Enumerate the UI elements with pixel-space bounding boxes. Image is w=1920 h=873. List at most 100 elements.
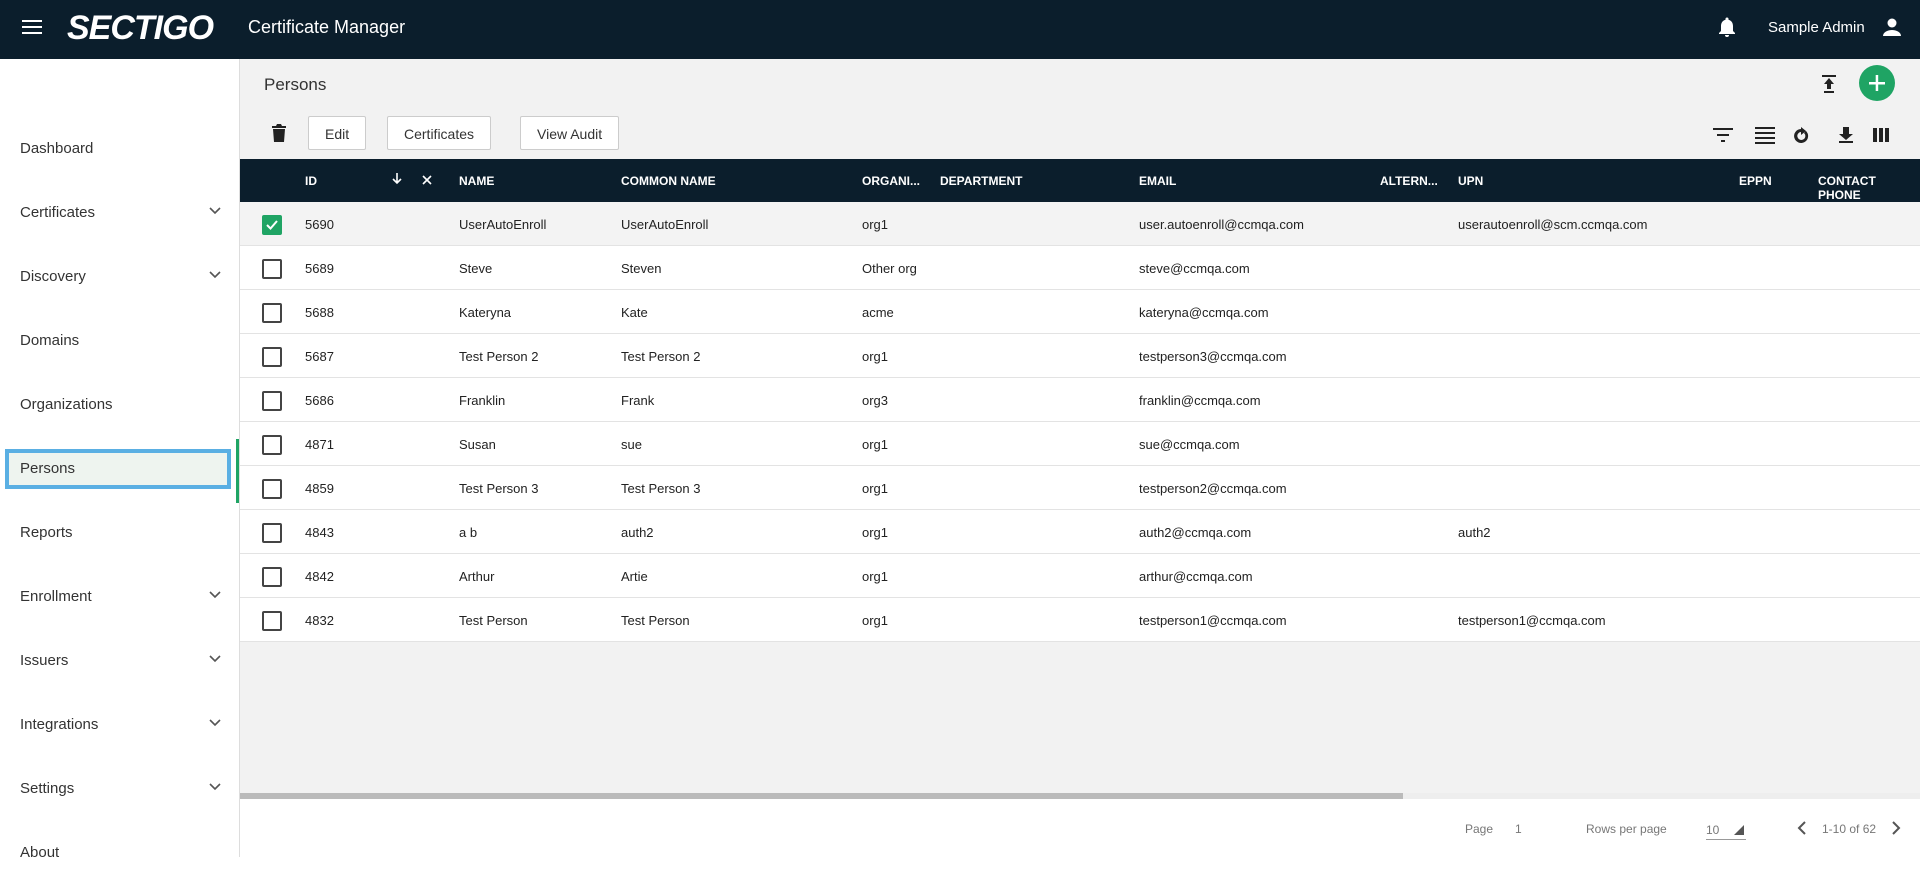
- table-cell: org1: [862, 481, 889, 496]
- column-header[interactable]: CONTACT PHONE: [1818, 174, 1876, 202]
- column-header[interactable]: UPN: [1458, 174, 1484, 188]
- table-cell: Test Person 3: [621, 481, 701, 496]
- scrollbar-track: [240, 793, 1920, 800]
- nav-item[interactable]: Discovery: [5, 257, 231, 297]
- row-checkbox[interactable]: [262, 259, 282, 279]
- table-cell: org1: [862, 569, 889, 584]
- table-cell: 4843: [305, 525, 334, 540]
- column-header[interactable]: ID: [305, 174, 317, 188]
- table-cell: steve@ccmqa.com: [1139, 261, 1250, 276]
- table-row[interactable]: 4842 Arthur Artie org1 arthur@ccmqa.com: [240, 554, 1920, 598]
- nav-item[interactable]: Enrollment: [5, 577, 231, 617]
- table-cell: franklin@ccmqa.com: [1139, 393, 1261, 408]
- delete-icon[interactable]: [272, 124, 286, 142]
- toolbar-button[interactable]: View Audit: [520, 116, 620, 150]
- nav-item[interactable]: About: [5, 833, 231, 873]
- table-cell: testperson1@ccmqa.com: [1139, 613, 1287, 628]
- user-name[interactable]: Sample Admin: [1768, 19, 1865, 36]
- table-row[interactable]: 5688 Kateryna Kate acme kateryna@ccmqa.com: [240, 290, 1920, 334]
- table-row[interactable]: 5689 Steve Steven Other org steve@ccmqa.com: [240, 246, 1920, 290]
- nav-label: Enrollment: [20, 588, 92, 605]
- table-row[interactable]: 4871 Susan sue org1 sue@ccmqa.com: [240, 422, 1920, 466]
- upload-icon[interactable]: [1821, 75, 1837, 93]
- nav-item[interactable]: Organizations: [5, 385, 231, 425]
- row-checkbox[interactable]: [262, 215, 282, 235]
- nav-label: Organizations: [20, 396, 113, 413]
- nav-item[interactable]: Certificates: [5, 193, 231, 233]
- row-checkbox[interactable]: [262, 303, 282, 323]
- sort-clear-icons[interactable]: [392, 172, 432, 188]
- table-cell: Steven: [621, 261, 662, 276]
- nav-label: Settings: [20, 780, 75, 797]
- column-header[interactable]: ORGANI...: [862, 174, 921, 188]
- table-cell: org1: [862, 525, 889, 540]
- nav-item[interactable]: Settings: [5, 769, 231, 809]
- table-cell: 4832: [305, 613, 334, 628]
- nav-label: Certificates: [20, 204, 96, 221]
- column-header[interactable]: EMAIL: [1139, 174, 1177, 188]
- page-number[interactable]: 1: [1515, 822, 1522, 836]
- table-row[interactable]: 4859 Test Person 3 Test Person 3 org1 testpe…: [240, 466, 1920, 510]
- menu-icon[interactable]: [22, 19, 42, 35]
- column-header[interactable]: ALTERN...: [1380, 174, 1438, 188]
- column-header[interactable]: NAME: [459, 174, 495, 188]
- table-cell: auth2: [1458, 525, 1491, 540]
- table-row[interactable]: 5687 Test Person 2 Test Person 2 org1 testpe…: [240, 334, 1920, 378]
- row-checkbox[interactable]: [262, 567, 282, 587]
- nav-item[interactable]: Issuers: [5, 641, 231, 681]
- table-cell: 5690: [305, 217, 334, 232]
- toolbar-button[interactable]: Certificates: [387, 116, 492, 150]
- toolbar-button[interactable]: Edit: [308, 116, 367, 150]
- nav-item[interactable]: Integrations: [5, 705, 231, 745]
- page-title: Persons: [264, 75, 327, 94]
- table-cell: Kateryna: [459, 305, 512, 320]
- table-cell: UserAutoEnroll: [459, 217, 547, 232]
- column-header[interactable]: DEPARTMENT: [940, 174, 1023, 188]
- nav-label: Reports: [20, 524, 73, 541]
- table-cell: org3: [862, 393, 889, 408]
- chevron: [209, 591, 221, 599]
- nav-item[interactable]: Persons: [5, 449, 231, 489]
- range: 1-10 of 62: [1822, 822, 1877, 836]
- row-checkbox[interactable]: [262, 523, 282, 543]
- rows-select[interactable]: 10: [1706, 823, 1746, 840]
- table-row[interactable]: 4832 Test Person Test Person org1 testperson…: [240, 598, 1920, 642]
- row-checkbox[interactable]: [262, 391, 282, 411]
- chevron: [209, 207, 221, 215]
- nav-label: Discovery: [20, 268, 86, 285]
- add-button[interactable]: [1859, 65, 1895, 101]
- table-cell: 5686: [305, 393, 334, 408]
- table-row[interactable]: 5690 UserAutoEnroll UserAutoEnroll org1 user…: [240, 202, 1920, 246]
- table-cell: sue@ccmqa.com: [1139, 437, 1240, 452]
- table-cell: Test Person 2: [459, 349, 539, 364]
- row-checkbox[interactable]: [262, 479, 282, 499]
- nav-item[interactable]: Dashboard: [5, 129, 231, 169]
- nav-item[interactable]: Domains: [5, 321, 231, 361]
- table-cell: arthur@ccmqa.com: [1139, 569, 1253, 584]
- row-checkbox[interactable]: [262, 347, 282, 367]
- table-cell: org1: [862, 613, 889, 628]
- content: Persons ID NAME COMMON NAME ORGANI... DEPART…: [240, 59, 1920, 857]
- column-header[interactable]: COMMON NAME: [621, 174, 716, 188]
- scrollbar-thumb[interactable]: [240, 793, 1403, 800]
- table-tools[interactable]: [1713, 125, 1913, 145]
- table-row[interactable]: 5686 Franklin Frank org3 franklin@ccmqa.com: [240, 378, 1920, 422]
- column-header[interactable]: EPPN: [1739, 174, 1772, 188]
- table-cell: testperson3@ccmqa.com: [1139, 349, 1287, 364]
- table-cell: 4842: [305, 569, 334, 584]
- table-row[interactable]: 4843 a b auth2 org1 auth2@ccmqa.com auth2: [240, 510, 1920, 554]
- chevron: [209, 783, 221, 791]
- row-checkbox[interactable]: [262, 435, 282, 455]
- user-icon[interactable]: [1883, 18, 1901, 36]
- table-cell: testperson1@ccmqa.com: [1458, 613, 1606, 628]
- prev-page[interactable]: [1797, 821, 1807, 835]
- bell-icon[interactable]: [1718, 17, 1736, 37]
- table-cell: userautoenroll@scm.ccmqa.com: [1458, 217, 1648, 232]
- row-checkbox[interactable]: [262, 611, 282, 631]
- nav-item[interactable]: Reports: [5, 513, 231, 553]
- table-cell: Test Person 3: [459, 481, 539, 496]
- nav-label: Issuers: [20, 652, 69, 669]
- next-page[interactable]: [1891, 821, 1901, 835]
- sidebar: Dashboard Certificates Discovery Domains Org…: [0, 59, 240, 861]
- nav-label: Domains: [20, 332, 80, 349]
